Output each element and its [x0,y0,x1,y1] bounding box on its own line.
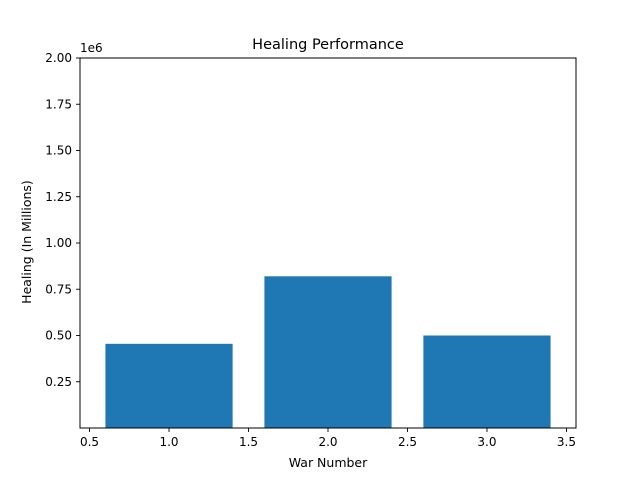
y-tick-label: 1.75 [45,97,72,111]
y-axis-label: Healing (In Millions) [19,180,34,304]
y-axis-ticks: 0.25 0.50 0.75 1.00 1.25 1.50 1.75 2.00 [45,51,80,389]
y-scale-offset-label: 1e6 [80,41,103,55]
x-tick-label: 1.0 [159,435,178,449]
x-tick-label: 3.5 [557,435,576,449]
x-tick-label: 2.5 [398,435,417,449]
x-tick-label: 0.5 [80,435,99,449]
y-tick-label: 0.75 [45,282,72,296]
x-tick-label: 2.0 [318,435,337,449]
bar-3 [423,335,551,428]
plot-area-frame [79,57,577,429]
x-axis-ticks: 0.5 1.0 1.5 2.0 2.5 3.0 3.5 [80,428,576,449]
y-tick-label: 1.50 [45,144,72,158]
y-tick-label: 0.50 [45,329,72,343]
bar-2 [264,276,392,428]
bars-group [105,276,551,428]
y-tick-label: 2.00 [45,51,72,65]
x-axis-label: War Number [289,455,368,470]
y-tick-label: 1.25 [45,190,72,204]
x-tick-label: 3.0 [477,435,496,449]
y-tick-label: 0.25 [45,375,72,389]
y-tick-label: 1.00 [45,236,72,250]
bar-1 [105,343,233,428]
chart-title: Healing Performance [252,37,404,53]
x-tick-label: 1.5 [239,435,258,449]
